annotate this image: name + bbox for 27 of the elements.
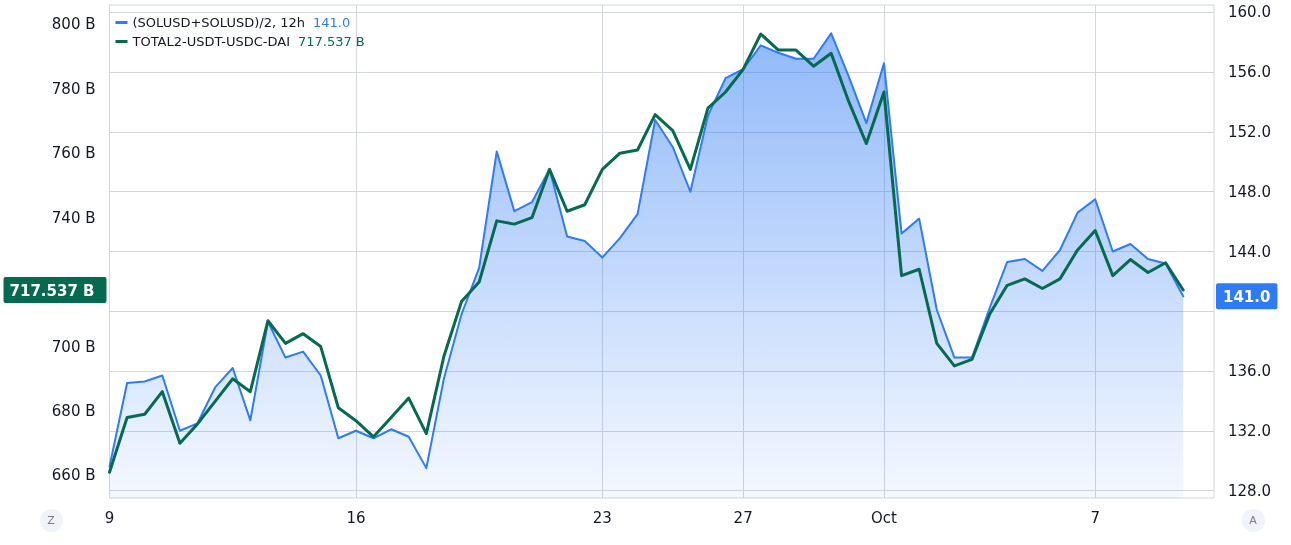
x-tick-label: 7: [1090, 508, 1100, 527]
y-tick-label: 800 B: [51, 15, 96, 34]
x-tick-label: 27: [733, 508, 753, 527]
y2-tick-label: 152.0: [1228, 122, 1271, 141]
legend-label: TOTAL2-USDT-USDC-DAI: [131, 34, 290, 49]
y2-tick-label: 136.0: [1228, 362, 1271, 381]
y2-tick-label: 141.0: [1223, 287, 1271, 306]
legend-label: (SOLUSD+SOLUSD)/2, 12h: [132, 15, 305, 30]
x-tick-label: 16: [346, 508, 366, 527]
x-tick-label: Oct: [871, 508, 898, 527]
y-tick-label: 700 B: [51, 337, 96, 356]
y-tick-label: 760 B: [51, 144, 96, 163]
text: 141.0: [312, 15, 351, 30]
x-tick-label: 23: [592, 508, 612, 527]
text: 717.537 B: [297, 34, 365, 49]
y2-tick-label: 128.0: [1228, 481, 1271, 500]
x-tick-label: 9: [104, 508, 115, 527]
y-tick-label: 717.537 B: [9, 281, 95, 300]
y2-tick-label: 160.0: [1228, 3, 1271, 22]
y2-tick-label: 148.0: [1228, 182, 1271, 201]
y-tick-label: 780 B: [51, 79, 96, 98]
y-tick-label: 680 B: [51, 402, 96, 420]
y-tick-label: 660 B: [51, 466, 96, 485]
y2-tick-label: 132.0: [1228, 421, 1271, 440]
y2-tick-label: 156.0: [1228, 63, 1271, 82]
y2-tick-label: 144.0: [1228, 242, 1271, 261]
y-tick-label: 740 B: [51, 208, 96, 227]
